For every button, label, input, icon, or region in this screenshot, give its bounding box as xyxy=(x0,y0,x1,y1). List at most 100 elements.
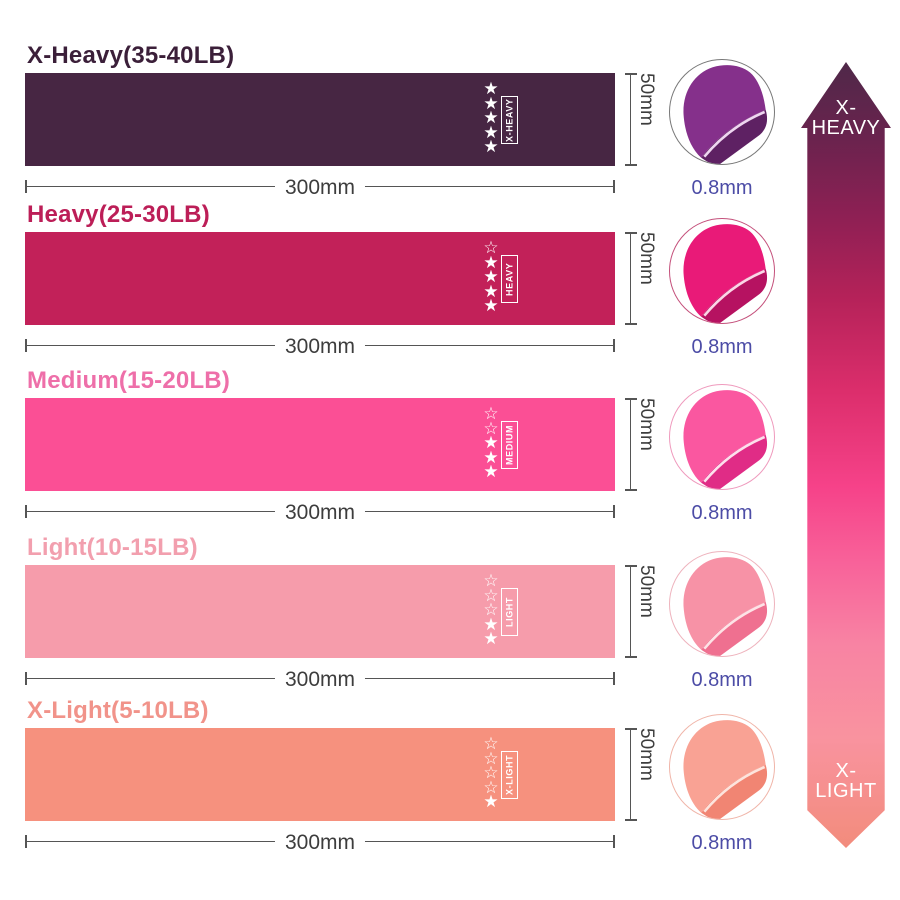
star-empty-icon: ☆ xyxy=(483,734,499,754)
star-filled-icon: ★ xyxy=(483,137,499,157)
band-bar: ★ ★ ★ ★ ★ X-HEAVY xyxy=(25,73,615,166)
dimension-tick xyxy=(25,339,27,352)
width-dimension: 300mm xyxy=(25,501,615,525)
star-empty-icon: ☆ xyxy=(483,571,499,591)
dimension-line xyxy=(630,73,631,166)
height-value: 50mm xyxy=(636,73,657,126)
arrow-bottom-label: X- LIGHT xyxy=(801,761,891,801)
height-value: 50mm xyxy=(636,398,657,451)
dimension-tick xyxy=(625,323,637,325)
star-rating: ☆ ☆ ☆ ★ ★ xyxy=(483,571,499,649)
level-gradient-arrow: X- HEAVY X- LIGHT xyxy=(801,62,891,848)
star-filled-icon: ★ xyxy=(483,79,499,99)
star-empty-icon: ☆ xyxy=(483,238,499,258)
width-value: 300mm xyxy=(274,831,366,855)
dimension-tick xyxy=(625,489,637,491)
star-filled-icon: ★ xyxy=(483,792,499,812)
band-section-x-light: X-Light(5-10LB) ☆ ☆ ☆ ☆ ★ X-LIGHT 300mm 50mm… xyxy=(0,695,900,860)
folded-band-illustration xyxy=(683,720,768,819)
thickness-value: 0.8mm xyxy=(691,177,753,199)
star-empty-icon: ☆ xyxy=(483,404,499,424)
band-heading: Heavy(25-30LB) xyxy=(27,201,210,228)
star-filled-icon: ★ xyxy=(483,252,499,273)
arrow-top-label: X- HEAVY xyxy=(801,98,891,138)
dimension-line xyxy=(630,565,631,658)
star-filled-icon: ★ xyxy=(483,629,499,649)
thickness-photo xyxy=(669,551,775,657)
star-filled-icon: ★ xyxy=(483,267,499,287)
height-dimension: 50mm xyxy=(625,565,660,658)
dimension-tick xyxy=(625,565,637,567)
folded-band-illustration xyxy=(683,390,768,489)
star-filled-icon: ★ xyxy=(483,281,499,302)
thickness-photo xyxy=(669,218,775,324)
dimension-tick xyxy=(613,672,615,685)
width-dimension: 300mm xyxy=(25,176,615,200)
thickness-photo xyxy=(669,59,775,165)
width-dimension: 300mm xyxy=(25,335,615,359)
band-bar: ☆ ☆ ☆ ☆ ★ X-LIGHT xyxy=(25,728,615,821)
band-level-label: X-LIGHT xyxy=(501,751,518,799)
band-section-heavy: Heavy(25-30LB) ☆ ★ ★ ★ ★ HEAVY 300mm 50mm 0.… xyxy=(0,199,900,364)
height-dimension: 50mm xyxy=(625,398,660,491)
dimension-line xyxy=(630,398,631,491)
dimension-tick xyxy=(613,835,615,848)
star-filled-icon: ★ xyxy=(483,447,499,468)
dimension-tick xyxy=(25,672,27,685)
dimension-tick xyxy=(25,180,27,193)
star-empty-icon: ☆ xyxy=(483,585,499,606)
band-level-label: HEAVY xyxy=(501,255,518,303)
dimension-tick xyxy=(613,505,615,518)
dimension-tick xyxy=(625,819,637,821)
star-filled-icon: ★ xyxy=(483,93,499,114)
band-level-label: X-HEAVY xyxy=(501,96,518,144)
width-value: 300mm xyxy=(274,668,366,692)
arrow-top-label-line2: HEAVY xyxy=(811,117,881,139)
thickness-value: 0.8mm xyxy=(691,832,753,854)
folded-band-illustration xyxy=(683,65,768,164)
band-bar: ☆ ★ ★ ★ ★ HEAVY xyxy=(25,232,615,325)
star-rating: ☆ ☆ ★ ★ ★ xyxy=(483,404,499,482)
star-filled-icon: ★ xyxy=(483,122,499,143)
dimension-tick xyxy=(625,728,637,730)
arrow-top-label-line1: X- xyxy=(835,97,857,119)
band-section-x-heavy: X-Heavy(35-40LB) ★ ★ ★ ★ ★ X-HEAVY 300mm 50m… xyxy=(0,40,900,205)
star-rating: ★ ★ ★ ★ ★ xyxy=(483,79,499,157)
height-dimension: 50mm xyxy=(625,73,660,166)
band-heading: X-Light(5-10LB) xyxy=(27,697,209,724)
dimension-tick xyxy=(625,232,637,234)
band-heading: X-Heavy(35-40LB) xyxy=(27,42,235,69)
dimension-line xyxy=(630,232,631,325)
height-value: 50mm xyxy=(636,728,657,781)
star-rating: ☆ ☆ ☆ ☆ ★ xyxy=(483,734,499,812)
star-rating: ☆ ★ ★ ★ ★ xyxy=(483,238,499,316)
dimension-tick xyxy=(613,180,615,193)
height-value: 50mm xyxy=(636,232,657,285)
star-empty-icon: ☆ xyxy=(483,763,499,783)
height-value: 50mm xyxy=(636,565,657,618)
arrow-bottom-label-line1: X- xyxy=(835,760,857,782)
star-filled-icon: ★ xyxy=(483,462,499,482)
band-level-label: LIGHT xyxy=(501,588,518,636)
dimension-tick xyxy=(613,339,615,352)
star-filled-icon: ★ xyxy=(483,296,499,316)
thickness-value: 0.8mm xyxy=(691,502,753,524)
thickness-photo xyxy=(669,384,775,490)
thickness-value: 0.8mm xyxy=(691,336,753,358)
star-filled-icon: ★ xyxy=(483,108,499,128)
width-dimension: 300mm xyxy=(25,831,615,855)
band-heading: Light(10-15LB) xyxy=(27,534,198,561)
dimension-tick xyxy=(625,656,637,658)
band-section-light: Light(10-15LB) ☆ ☆ ☆ ★ ★ LIGHT 300mm 50mm 0.… xyxy=(0,532,900,697)
height-dimension: 50mm xyxy=(625,232,660,325)
star-empty-icon: ☆ xyxy=(483,748,499,769)
band-section-medium: Medium(15-20LB) ☆ ☆ ★ ★ ★ MEDIUM 300mm 50mm … xyxy=(0,365,900,530)
dimension-tick xyxy=(25,505,27,518)
width-value: 300mm xyxy=(274,501,366,525)
width-value: 300mm xyxy=(274,335,366,359)
thickness-photo xyxy=(669,714,775,820)
width-dimension: 300mm xyxy=(25,668,615,692)
star-empty-icon: ☆ xyxy=(483,418,499,439)
width-value: 300mm xyxy=(274,176,366,200)
band-heading: Medium(15-20LB) xyxy=(27,367,231,394)
